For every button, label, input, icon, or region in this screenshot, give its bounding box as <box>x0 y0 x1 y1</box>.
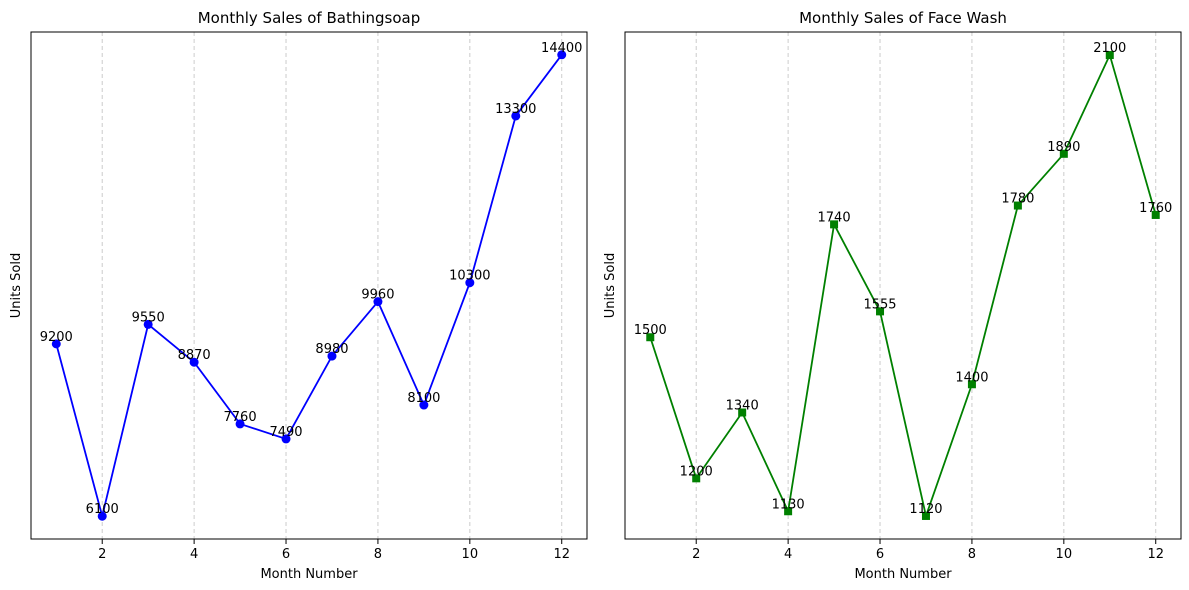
data-point <box>281 434 291 444</box>
x-tick-label: 8 <box>374 547 382 562</box>
data-label: 9200 <box>40 330 73 345</box>
x-tick-label: 2 <box>98 547 106 562</box>
data-point <box>738 408 747 417</box>
data-point <box>465 278 475 288</box>
data-label: 9960 <box>361 288 394 303</box>
series-line <box>649 52 1157 520</box>
data-label: 1200 <box>680 464 713 479</box>
data-point <box>1151 210 1160 219</box>
data-label: 1130 <box>772 497 805 512</box>
x-axis-label: Month Number <box>260 567 358 582</box>
y-axis-label: Units Sold <box>603 253 618 318</box>
data-point <box>143 319 153 329</box>
data-point <box>1013 201 1022 210</box>
x-tick-label: 8 <box>968 547 976 562</box>
data-label: 8100 <box>407 391 440 406</box>
plot-frame <box>30 31 588 540</box>
data-label: 1555 <box>863 297 896 312</box>
data-label: 1740 <box>818 210 851 225</box>
data-point <box>557 50 567 60</box>
data-point <box>373 297 383 307</box>
chart-panel-2: 2 4 6 8 10 12 Month Number Units Sold Monthly Sa… <box>603 9 1182 582</box>
data-label: 1780 <box>1001 192 1034 207</box>
data-label: 1340 <box>726 398 759 413</box>
data-point <box>511 111 521 121</box>
y-axis-label: Units Sold <box>9 253 24 318</box>
x-tick-label: 4 <box>784 547 792 562</box>
data-point <box>1105 51 1114 60</box>
x-axis-label: Month Number <box>854 567 952 582</box>
data-point <box>51 339 61 349</box>
data-label: 8870 <box>178 348 211 363</box>
x-tick-label: 12 <box>553 547 570 562</box>
x-tick-label: 4 <box>190 547 198 562</box>
data-label: 1500 <box>634 323 667 338</box>
plot-frame <box>624 31 1182 540</box>
data-point <box>830 220 839 229</box>
data-label: 14400 <box>541 41 582 56</box>
data-point <box>921 511 930 520</box>
data-label: 13300 <box>495 102 536 117</box>
data-label: 1760 <box>1139 201 1172 216</box>
data-point <box>967 380 976 389</box>
data-label: 8980 <box>315 342 348 357</box>
data-point <box>1059 149 1068 158</box>
series-line <box>55 54 563 517</box>
data-point <box>692 474 701 483</box>
x-tick-label: 10 <box>462 547 479 562</box>
data-label: 1890 <box>1047 140 1080 155</box>
data-point <box>419 400 429 410</box>
data-point <box>876 307 885 316</box>
data-label: 9550 <box>132 310 165 325</box>
x-tick-label: 6 <box>282 547 290 562</box>
data-label: 2100 <box>1093 41 1126 56</box>
x-tick-label: 12 <box>1147 547 1164 562</box>
data-label: 6100 <box>86 502 119 517</box>
data-label: 1120 <box>909 502 942 517</box>
x-tick-label: 6 <box>876 547 884 562</box>
data-point <box>235 419 245 429</box>
data-point <box>97 511 107 521</box>
x-tick-label: 2 <box>692 547 700 562</box>
data-label: 7760 <box>224 410 257 425</box>
data-label: 7490 <box>269 425 302 440</box>
data-point <box>646 333 655 342</box>
chart-title: Monthly Sales of Bathingsoap <box>198 9 421 27</box>
data-point <box>784 507 793 516</box>
data-point <box>189 357 199 367</box>
data-label: 10300 <box>449 269 490 284</box>
chart-title: Monthly Sales of Face Wash <box>799 9 1007 27</box>
data-label: 1400 <box>955 370 988 385</box>
x-tick-label: 10 <box>1056 547 1073 562</box>
chart-panel-1: 2 4 6 8 10 12 Month Number Units Sold Monthly Sa… <box>9 9 588 582</box>
data-point <box>327 351 337 361</box>
